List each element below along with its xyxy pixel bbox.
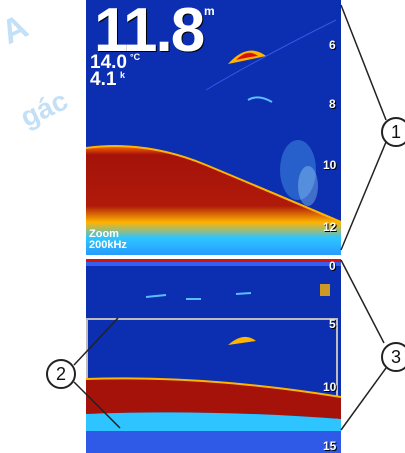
full-range-sonar-pane: 0 5 10 15 [86, 259, 341, 453]
upper-scale-label: 8 [329, 97, 336, 111]
lower-scale-label: 15 [323, 439, 337, 453]
lower-scale-label: 10 [323, 380, 337, 394]
depth-readout: 11.8 [94, 0, 205, 65]
lower-scale-label: 5 [329, 317, 336, 331]
lower-scale-label: 0 [329, 259, 336, 273]
speed-readout: 4.1 [90, 69, 117, 90]
frequency-label: 200kHz [89, 239, 127, 251]
depth-unit: m [204, 4, 215, 18]
zoom-sonar-image [86, 0, 341, 255]
callout-3: 3 [381, 342, 405, 372]
sonar-screen: 11.8 m 14.0 °C 4.1 k 6 8 10 12 Zoom 200k… [86, 0, 341, 453]
upper-scale-label: 10 [323, 158, 337, 172]
upper-scale-label: 12 [323, 220, 337, 234]
upper-scale-label: 6 [329, 38, 336, 52]
pane-divider [86, 255, 341, 259]
watermark: A gác [0, 0, 110, 140]
callout-1: 1 [381, 117, 405, 147]
callout-2: 2 [46, 359, 76, 389]
full-range-sonar-image [86, 259, 341, 453]
speed-unit: k [120, 70, 126, 80]
temperature-unit: °C [130, 52, 141, 62]
water-temperature-readout: 14.0 [90, 52, 127, 73]
zoom-label: Zoom [89, 228, 119, 240]
zoom-sonar-pane: 11.8 m 14.0 °C 4.1 k 6 8 10 12 Zoom 200k… [86, 0, 341, 255]
